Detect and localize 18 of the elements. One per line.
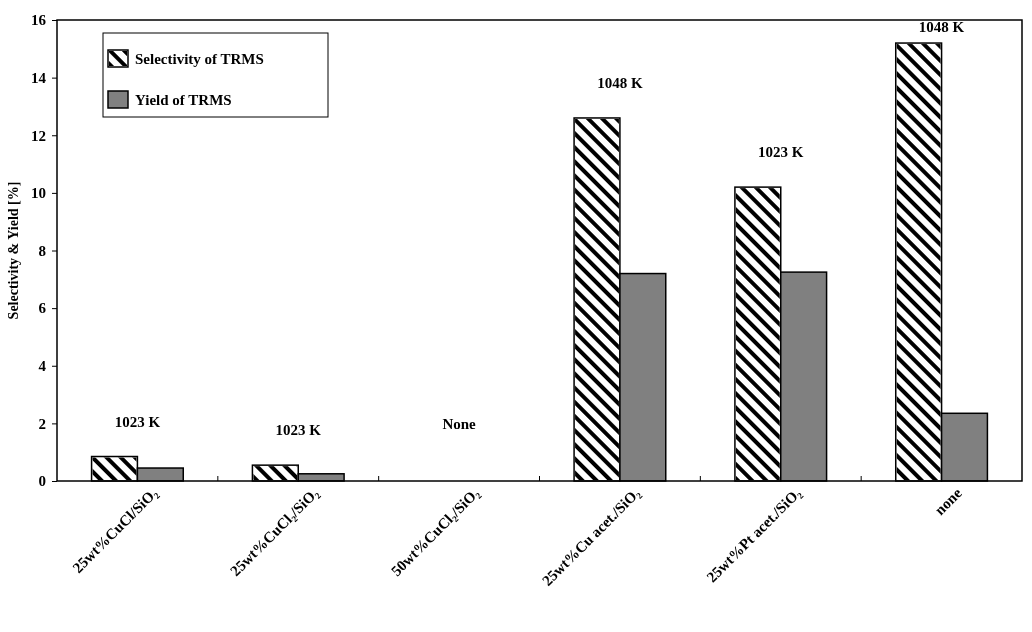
y-tick-label: 12: [31, 127, 46, 144]
annotation: 1023 K: [758, 144, 804, 161]
y-tick-label: 4: [38, 358, 47, 375]
y-tick-label: 2: [38, 415, 46, 432]
annotation: None: [442, 416, 477, 432]
legend-label: Yield of TRMS: [135, 92, 232, 109]
y-tick-label: 14: [31, 69, 47, 86]
y-tick-label: 6: [38, 300, 47, 317]
y-tick-label: 16: [31, 12, 47, 29]
y-tick-label: 0: [38, 473, 46, 490]
annotation: 1023 K: [275, 422, 322, 439]
annotation: 1048 K: [597, 74, 643, 91]
y-tick-label: 10: [31, 185, 46, 202]
annotation: 1048 K: [918, 19, 965, 35]
legend-label: Selectivity of TRMS: [135, 51, 264, 68]
y-axis-title: Selectivity & Yield [%]: [6, 181, 21, 320]
y-tick-label: 8: [38, 242, 46, 259]
annotation: 1023 K: [114, 413, 161, 430]
